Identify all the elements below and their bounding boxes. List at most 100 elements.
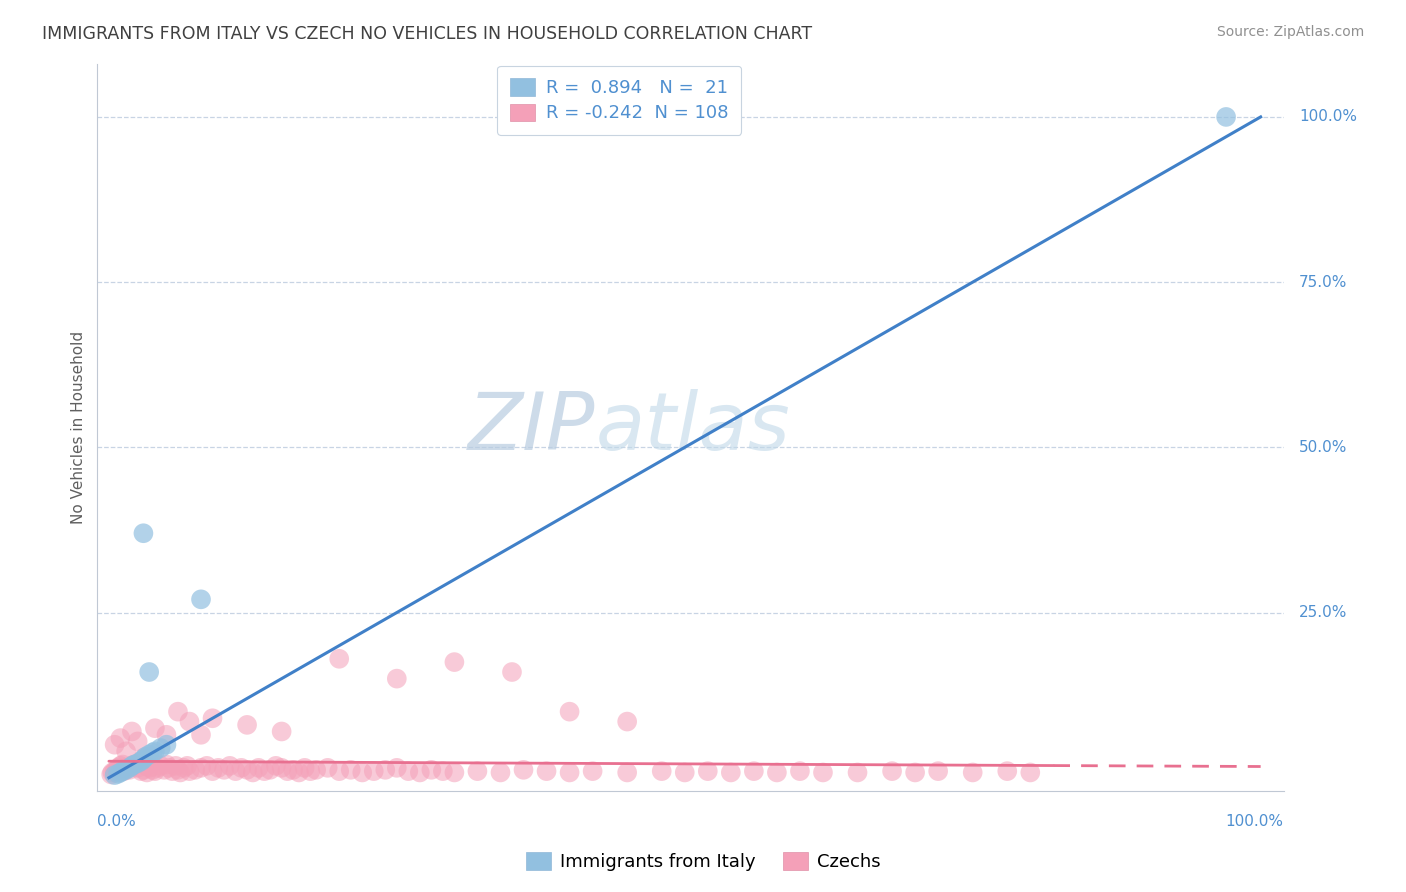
Point	[155, 738, 177, 752]
Text: 50.0%: 50.0%	[1299, 440, 1347, 455]
Point	[253, 764, 276, 779]
Point	[218, 759, 240, 773]
Point	[236, 763, 259, 777]
Point	[212, 763, 235, 777]
Point	[104, 764, 127, 779]
Point	[328, 764, 350, 779]
Point	[143, 764, 166, 779]
Point	[270, 761, 292, 775]
Point	[247, 761, 270, 775]
Point	[135, 765, 157, 780]
Point	[142, 763, 165, 777]
Point	[231, 761, 253, 775]
Point	[190, 761, 212, 775]
Point	[157, 761, 180, 775]
Point	[501, 665, 523, 679]
Point	[132, 526, 155, 541]
Point	[1215, 110, 1237, 124]
Point	[270, 724, 292, 739]
Point	[339, 763, 361, 777]
Point	[558, 705, 581, 719]
Y-axis label: No Vehicles in Household: No Vehicles in Household	[72, 331, 86, 524]
Point	[651, 764, 673, 779]
Point	[121, 759, 143, 773]
Text: 100.0%: 100.0%	[1226, 814, 1284, 830]
Point	[558, 765, 581, 780]
Legend: R =  0.894   N =  21, R = -0.242  N = 108: R = 0.894 N = 21, R = -0.242 N = 108	[498, 66, 741, 135]
Point	[467, 764, 489, 779]
Point	[129, 764, 152, 779]
Point	[420, 763, 443, 777]
Point	[432, 764, 454, 779]
Point	[143, 721, 166, 735]
Point	[127, 756, 149, 771]
Point	[111, 764, 134, 779]
Point	[696, 764, 718, 779]
Point	[363, 764, 385, 779]
Point	[118, 761, 141, 775]
Point	[536, 764, 558, 779]
Point	[155, 757, 177, 772]
Point	[811, 765, 834, 780]
Point	[962, 765, 984, 780]
Point	[111, 757, 134, 772]
Point	[118, 763, 141, 777]
Point	[155, 728, 177, 742]
Point	[104, 738, 127, 752]
Point	[352, 765, 374, 780]
Point	[115, 761, 138, 775]
Point	[110, 731, 132, 745]
Point	[616, 765, 638, 780]
Point	[276, 764, 298, 779]
Point	[927, 764, 949, 779]
Point	[104, 768, 127, 782]
Point	[904, 765, 927, 780]
Point	[153, 763, 176, 777]
Point	[201, 764, 224, 779]
Point	[789, 764, 811, 779]
Point	[581, 764, 603, 779]
Text: 25.0%: 25.0%	[1299, 605, 1347, 620]
Point	[138, 665, 160, 679]
Point	[236, 718, 259, 732]
Point	[149, 759, 172, 773]
Point	[294, 761, 316, 775]
Point	[127, 734, 149, 748]
Point	[110, 759, 132, 773]
Legend: Immigrants from Italy, Czechs: Immigrants from Italy, Czechs	[519, 846, 887, 879]
Text: ZIP: ZIP	[468, 389, 596, 467]
Point	[135, 759, 157, 773]
Point	[112, 764, 135, 779]
Point	[512, 763, 534, 777]
Text: 100.0%: 100.0%	[1299, 110, 1357, 124]
Point	[385, 761, 408, 775]
Point	[138, 747, 160, 762]
Point	[489, 765, 512, 780]
Point	[443, 655, 465, 669]
Point	[190, 592, 212, 607]
Text: Source: ZipAtlas.com: Source: ZipAtlas.com	[1216, 25, 1364, 39]
Point	[127, 761, 149, 775]
Point	[385, 672, 408, 686]
Point	[122, 757, 145, 772]
Point	[184, 763, 207, 777]
Point	[101, 765, 124, 780]
Point	[409, 765, 432, 780]
Point	[167, 705, 190, 719]
Point	[169, 765, 191, 780]
Point	[110, 765, 132, 780]
Point	[132, 763, 155, 777]
Point	[115, 744, 138, 758]
Point	[138, 761, 160, 775]
Point	[264, 759, 287, 773]
Point	[160, 764, 183, 779]
Point	[107, 761, 129, 775]
Point	[880, 764, 903, 779]
Point	[1019, 765, 1042, 780]
Point	[299, 764, 322, 779]
Point	[142, 746, 165, 760]
Point	[673, 765, 696, 780]
Text: IMMIGRANTS FROM ITALY VS CZECH NO VEHICLES IN HOUSEHOLD CORRELATION CHART: IMMIGRANTS FROM ITALY VS CZECH NO VEHICL…	[42, 25, 813, 43]
Text: atlas: atlas	[596, 389, 790, 467]
Point	[121, 724, 143, 739]
